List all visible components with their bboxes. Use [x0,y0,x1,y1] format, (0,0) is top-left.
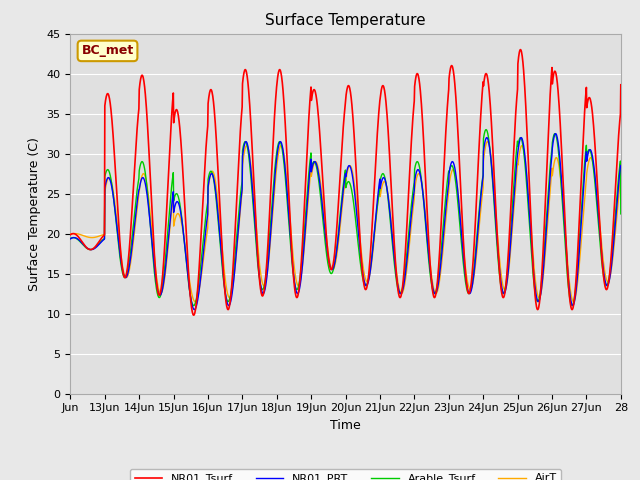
Y-axis label: Surface Temperature (C): Surface Temperature (C) [28,137,41,290]
X-axis label: Time: Time [330,419,361,432]
Text: BC_met: BC_met [81,44,134,58]
Legend: NR01_Tsurf, NR01_PRT, Arable_Tsurf, AirT: NR01_Tsurf, NR01_PRT, Arable_Tsurf, AirT [130,469,561,480]
Title: Surface Temperature: Surface Temperature [266,13,426,28]
